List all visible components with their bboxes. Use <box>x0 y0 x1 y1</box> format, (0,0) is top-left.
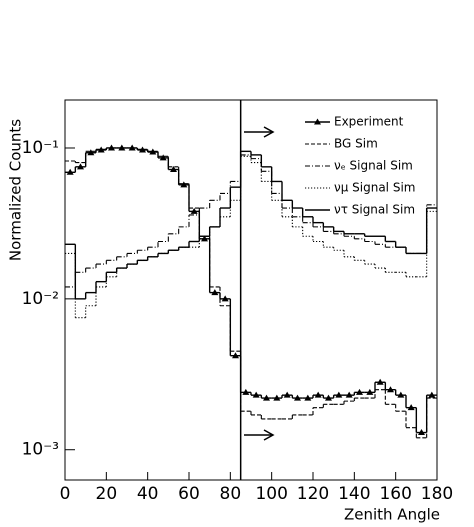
y-tick-label: 10⁻¹ <box>22 138 59 158</box>
marker <box>345 391 353 398</box>
legend-label: BG Sim <box>334 137 378 151</box>
x-tick-label: 120 <box>297 484 329 504</box>
x-tick-label: 60 <box>178 484 200 504</box>
y-axis-title: Normalized Counts <box>7 119 25 261</box>
marker <box>170 166 177 173</box>
marker <box>397 391 405 398</box>
marker <box>201 235 208 242</box>
y-tick-label: 10⁻³ <box>22 440 59 460</box>
marker <box>304 394 312 401</box>
x-tick-label: 180 <box>421 484 453 504</box>
marker <box>418 429 425 436</box>
marker <box>108 144 115 151</box>
legend-label: νμ Signal Sim <box>334 181 415 195</box>
marker <box>190 207 198 214</box>
arrow-head <box>263 429 275 441</box>
marker <box>356 388 363 395</box>
legend-label: νₑ Signal Sim <box>334 159 413 173</box>
x-tick-label: 0 <box>60 484 71 504</box>
marker <box>314 391 322 398</box>
x-tick-label: 100 <box>255 484 287 504</box>
legend-label: ντ Signal Sim <box>334 203 415 217</box>
marker <box>273 394 281 401</box>
x-tick-label: 160 <box>379 484 411 504</box>
x-tick-label: 40 <box>137 484 159 504</box>
marker <box>66 168 74 175</box>
arrows <box>244 126 275 441</box>
marker <box>252 391 260 398</box>
marker <box>221 295 229 302</box>
marker <box>283 391 291 398</box>
marker <box>159 154 167 161</box>
plot-frame <box>64 99 438 481</box>
marker <box>87 149 95 156</box>
marker <box>149 148 157 155</box>
marker <box>407 404 415 411</box>
marker <box>232 352 239 359</box>
marker <box>211 289 219 296</box>
x-tick-label: 20 <box>96 484 118 504</box>
y-tick-label: 10⁻² <box>22 289 59 309</box>
x-tick-label: 80 <box>220 484 242 504</box>
x-axis-title: Zenith Angle <box>344 506 440 524</box>
marker <box>325 394 332 401</box>
marker <box>97 146 105 153</box>
marker <box>294 394 301 401</box>
arrow-head <box>263 126 275 138</box>
marker <box>139 146 146 153</box>
marker <box>428 391 436 398</box>
x-tick-label: 140 <box>338 484 370 504</box>
legend-label: Experiment <box>334 115 404 129</box>
marker <box>387 386 394 393</box>
marker <box>366 388 374 395</box>
marker <box>77 163 84 170</box>
legend-marker <box>314 118 321 125</box>
marker <box>242 388 250 395</box>
marker <box>335 391 343 398</box>
marker <box>376 378 384 385</box>
marker <box>118 144 126 151</box>
marker <box>128 144 136 151</box>
marker <box>263 394 270 401</box>
marker <box>180 181 188 188</box>
